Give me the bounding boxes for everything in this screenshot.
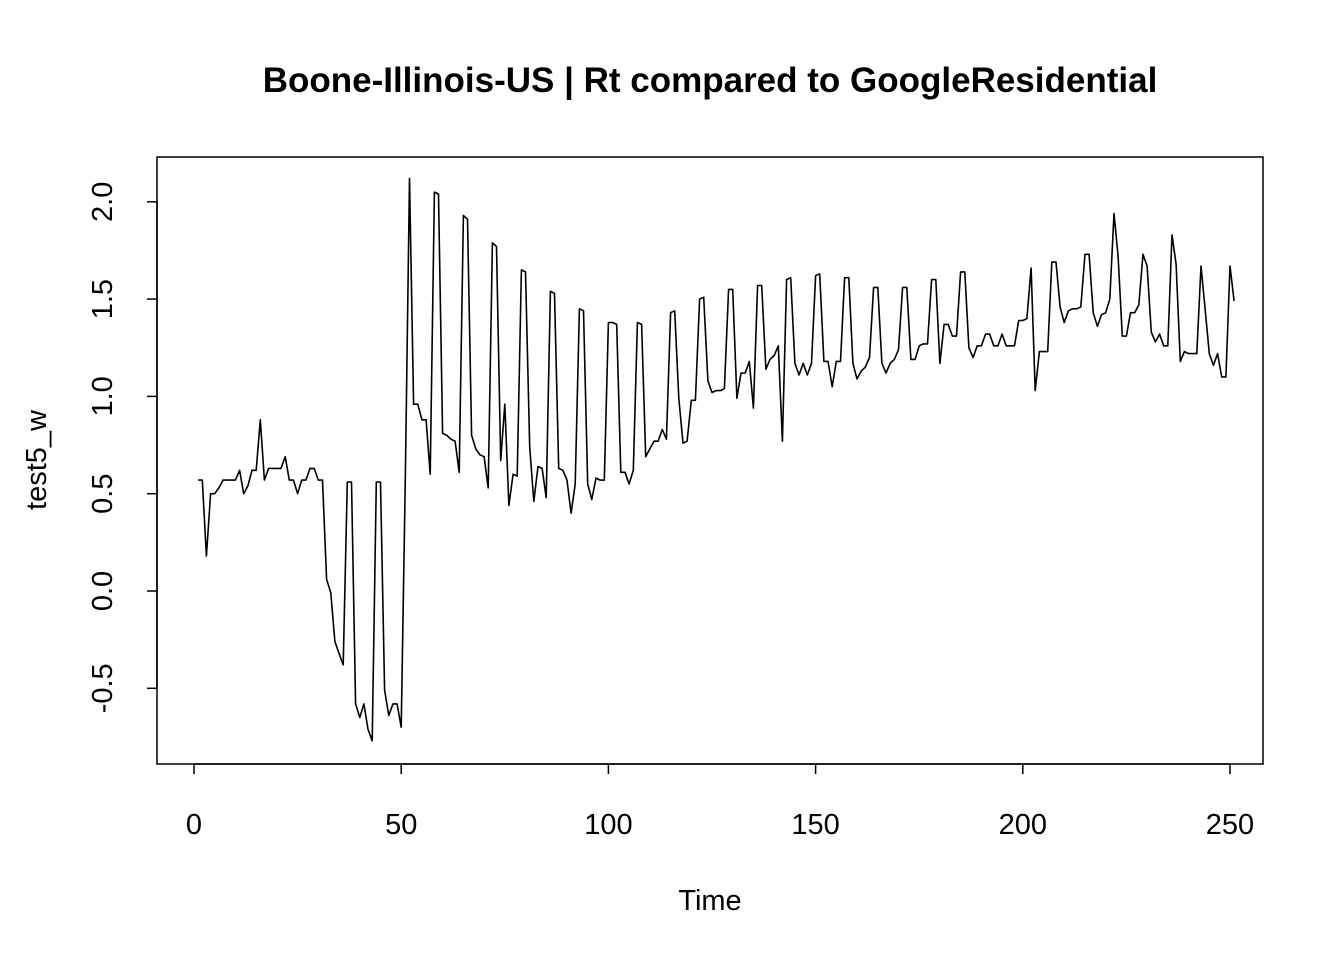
x-tick-label: 100	[584, 809, 632, 841]
x-tick-label: 200	[999, 809, 1047, 841]
y-tick-label: 2.0	[87, 182, 119, 222]
y-tick-label: 0.5	[87, 474, 119, 514]
y-tick-label: 1.5	[87, 279, 119, 319]
y-tick-label: 0.0	[87, 571, 119, 611]
y-tick-label: -0.5	[87, 663, 119, 713]
x-tick-label: 0	[186, 809, 202, 841]
y-axis-label: test5_w	[21, 409, 53, 510]
chart-title: Boone-Illinois-US | Rt compared to Googl…	[263, 61, 1158, 100]
plot-frame	[156, 156, 1264, 765]
y-axis: -0.5 0.0 0.5 1.0 1.5 2.0	[87, 182, 158, 713]
y-tick-label: 1.0	[87, 376, 119, 416]
series-layer	[198, 177, 1235, 742]
x-tick-label: 250	[1206, 809, 1254, 841]
x-axis-label: Time	[678, 885, 741, 917]
x-axis: 0 50 100 150 200 250	[186, 763, 1254, 841]
x-tick-label: 150	[791, 809, 839, 841]
series-line	[198, 177, 1235, 742]
x-tick-label: 50	[385, 809, 417, 841]
